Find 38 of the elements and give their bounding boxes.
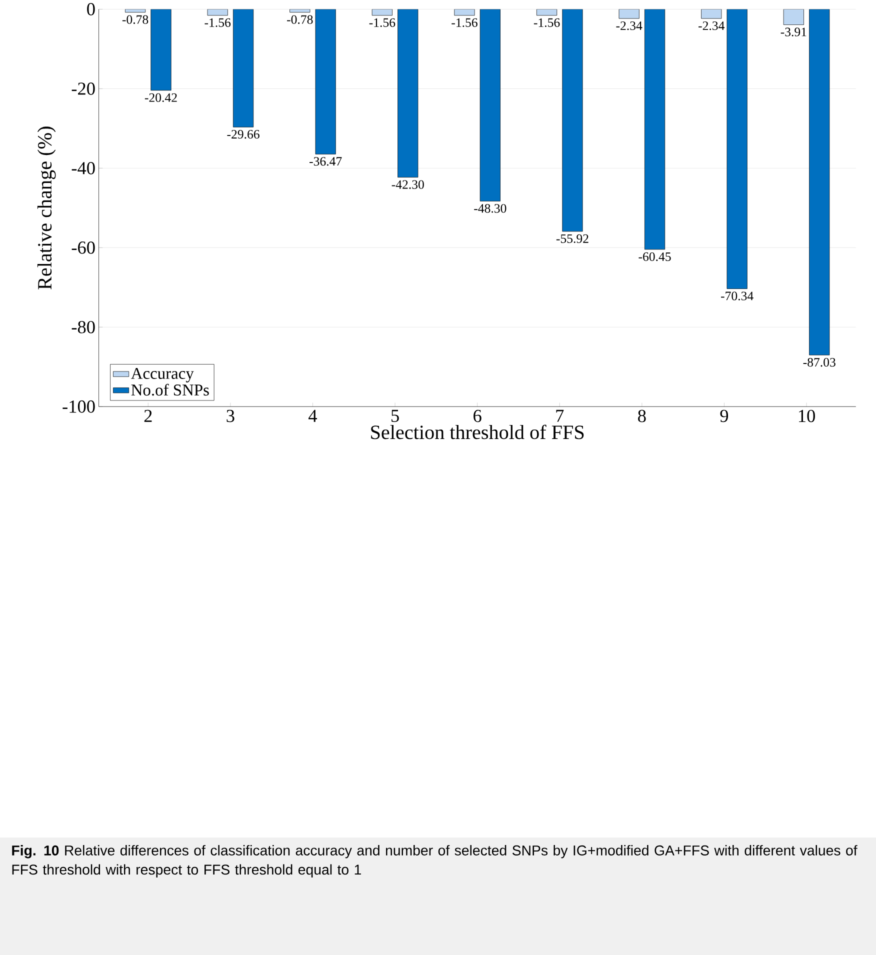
- data-label: -1.56: [451, 18, 478, 28]
- data-label: -1.56: [204, 18, 230, 28]
- y-tick-label: -20: [72, 82, 95, 95]
- data-label: -2.34: [698, 21, 724, 30]
- y-tick-label: -40: [72, 162, 95, 174]
- data-label: -2.34: [616, 21, 642, 30]
- data-label: -1.56: [534, 18, 560, 28]
- data-label: -0.78: [122, 15, 148, 24]
- x-tick-label: 7: [556, 410, 564, 422]
- data-label: -70.34: [720, 292, 754, 300]
- y-tick-label: -80: [72, 320, 95, 334]
- x-tick-label: 2: [144, 410, 152, 422]
- y-tick-label: 0: [86, 3, 95, 16]
- x-tick-label: 6: [473, 410, 482, 422]
- x-tick-label: 5: [391, 410, 399, 422]
- x-tick-label: 9: [720, 410, 728, 422]
- data-label: -48.30: [474, 204, 506, 213]
- x-tick-label: 4: [308, 410, 317, 422]
- legend-label: Accuracy: [130, 368, 194, 382]
- data-label: -60.45: [638, 252, 671, 262]
- data-label: -87.03: [803, 358, 836, 367]
- legend-label: No.of SNPs: [131, 384, 209, 396]
- y-tick-label: -60: [72, 241, 95, 254]
- data-label: -1.56: [369, 18, 395, 28]
- y-axis-title: Relative change (%): [37, 126, 56, 290]
- data-label: -20.42: [144, 93, 177, 102]
- data-label: -0.78: [286, 15, 313, 24]
- y-tick-label: -100: [62, 400, 95, 413]
- x-tick-label: 10: [798, 410, 815, 422]
- data-label: -3.91: [780, 28, 806, 36]
- text: Fig. 10 Relative differences of classification accuracy and number of selected SNPs by IG+modified GA+FFS with different values of FFS threshold with respect to FFS threshold equal to 1: [12, 845, 858, 878]
- data-label: -29.66: [227, 130, 260, 139]
- x-tick-label: 3: [226, 410, 234, 422]
- data-label: -42.30: [392, 180, 424, 189]
- x-axis-title: Selection threshold of FFS: [370, 424, 584, 440]
- data-label: -55.92: [556, 234, 588, 244]
- x-tick-label: 8: [638, 410, 646, 422]
- data-label: -36.47: [309, 157, 342, 166]
